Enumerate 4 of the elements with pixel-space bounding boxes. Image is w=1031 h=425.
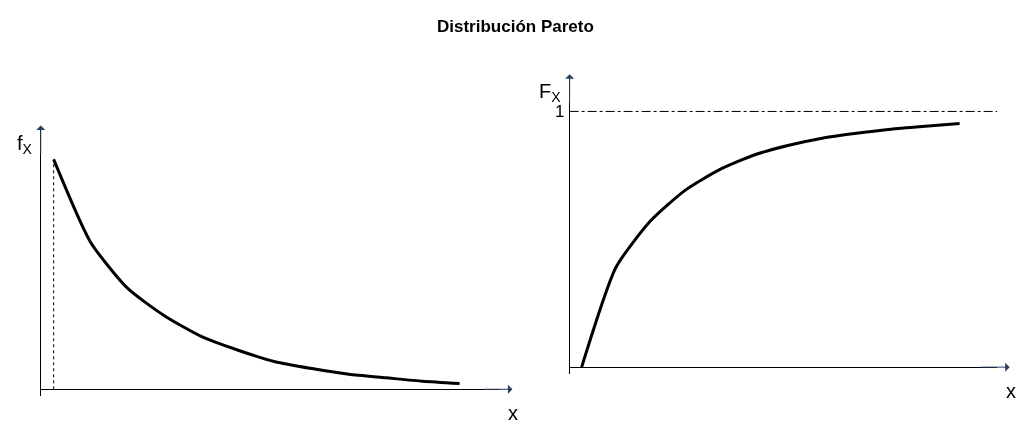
x-axis-title: x	[1006, 380, 1016, 402]
x-axis-title: x	[508, 402, 518, 424]
y-axis-title: f$_{X}$	[17, 132, 33, 158]
chart-title: Distribución Pareto	[437, 17, 594, 36]
